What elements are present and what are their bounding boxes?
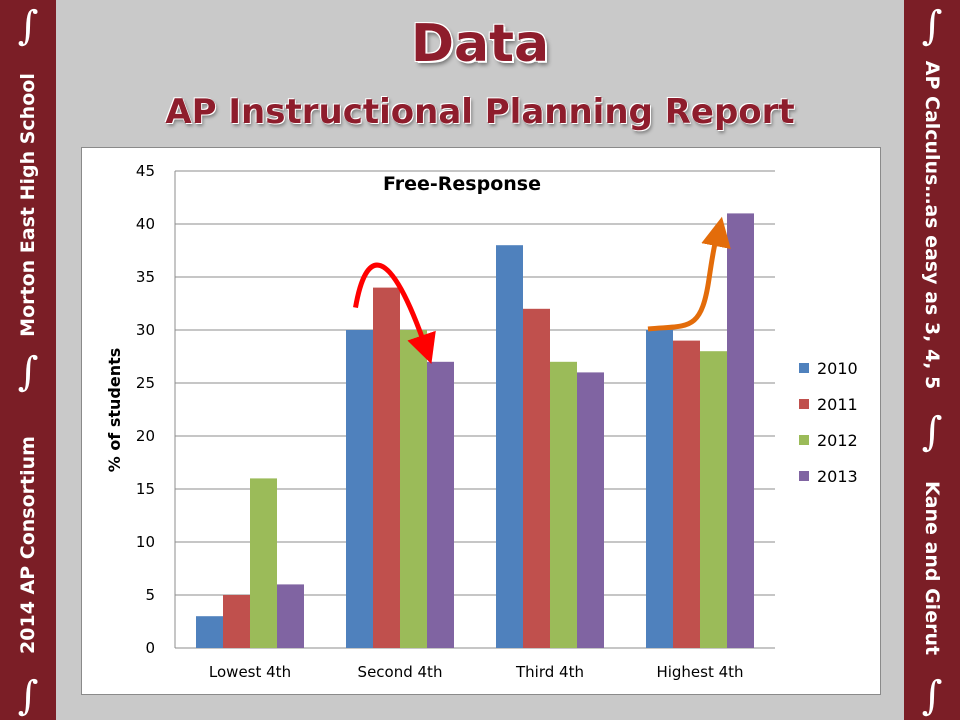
bar-2011-second-4th (373, 287, 400, 648)
bar-2013-third-4th (577, 372, 604, 648)
bar-2010-third-4th (496, 245, 523, 648)
legend-swatch (799, 435, 809, 445)
y-tick-label: 40 (136, 215, 155, 233)
legend-entry: 2011 (817, 395, 858, 414)
y-tick-label: 15 (136, 480, 155, 498)
x-tick-label: Highest 4th (656, 663, 743, 681)
integral-symbol-icon: ∫ (17, 673, 39, 719)
bar-2012-lowest-4th (250, 478, 277, 648)
bar-2010-second-4th (346, 330, 373, 648)
x-tick-label: Second 4th (358, 663, 443, 681)
y-tick-label: 25 (136, 374, 155, 392)
slide-subtitle: AP Instructional Planning Report (165, 92, 795, 132)
legend-entry: 2010 (817, 359, 858, 378)
integral-symbol-icon: ∫ (17, 349, 39, 395)
chart-panel: 0 5 10 15 20 25 30 35 40 45 Lowest 4th Second 4th Th… (81, 147, 881, 695)
sidebar-authors: Kane and Gierut (921, 480, 943, 656)
bar-2013-lowest-4th (277, 584, 304, 648)
integral-symbol-icon: ∫ (921, 673, 943, 719)
legend-swatch (799, 363, 809, 373)
bar-2011-lowest-4th (223, 595, 250, 648)
bar-2013-second-4th (427, 361, 454, 648)
legend-entry: 2012 (817, 431, 858, 450)
sidebar-consortium: 2014 AP Consortium (17, 436, 39, 654)
y-tick-label: 5 (145, 586, 155, 604)
bar-2012-highest-4th (700, 351, 727, 648)
legend-swatch (799, 399, 809, 409)
y-axis-label: % of students (105, 348, 124, 473)
right-sidebar: ∫ AP Calculus…as easy as 3, 4, 5 ∫ Kane … (904, 0, 960, 720)
y-tick-label: 35 (136, 268, 155, 286)
x-tick-label: Lowest 4th (209, 663, 291, 681)
legend-entry: 2013 (817, 467, 858, 486)
legend-swatch (799, 471, 809, 481)
bar-2012-second-4th (400, 330, 427, 648)
chart-title: Free-Response (383, 173, 541, 195)
left-sidebar: ∫ Morton East High School ∫ 2014 AP Cons… (0, 0, 56, 720)
bar-2012-third-4th (550, 361, 577, 648)
up-arrow-annotation (647, 216, 731, 332)
integral-symbol-icon: ∫ (921, 409, 943, 455)
y-tick-label: 20 (136, 427, 155, 445)
bar-2010-highest-4th (646, 330, 673, 648)
integral-symbol-icon: ∫ (921, 3, 943, 49)
bar-2010-lowest-4th (196, 616, 223, 648)
bar-2011-highest-4th (673, 340, 700, 648)
sidebar-course-motto: AP Calculus…as easy as 3, 4, 5 (921, 60, 943, 390)
down-arrow-annotation (353, 262, 436, 364)
slide-title: Data (410, 14, 550, 74)
y-tick-label: 45 (136, 162, 155, 180)
bar-2011-third-4th (523, 308, 550, 648)
sidebar-school-name: Morton East High School (17, 73, 39, 337)
y-tick-label: 10 (136, 533, 155, 551)
bar-2013-highest-4th (727, 213, 754, 648)
x-tick-label: Third 4th (515, 663, 584, 681)
y-tick-label: 0 (145, 639, 155, 657)
integral-symbol-icon: ∫ (17, 3, 39, 49)
bar-chart: 0 5 10 15 20 25 30 35 40 45 Lowest 4th Second 4th Th… (105, 162, 858, 681)
y-tick-label: 30 (136, 321, 155, 339)
